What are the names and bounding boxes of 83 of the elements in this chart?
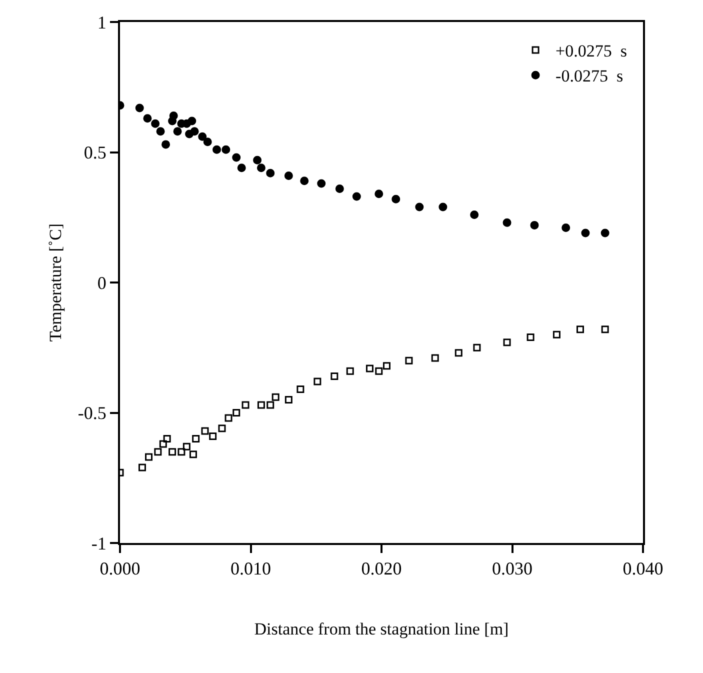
y-tick-label: -1	[91, 533, 106, 554]
x-axis-title: Distance from the stagnation line [m]	[254, 620, 509, 638]
point	[224, 414, 232, 422]
point	[209, 432, 217, 440]
x-tick-label: 0.010	[230, 558, 271, 579]
point	[242, 401, 250, 409]
point	[232, 153, 241, 162]
point	[266, 168, 275, 178]
point	[284, 171, 293, 180]
point	[138, 464, 146, 472]
point	[192, 435, 200, 443]
point	[156, 127, 165, 136]
point	[502, 218, 512, 227]
point	[374, 190, 384, 198]
y-tick-label: 0	[97, 272, 106, 293]
y-axis-title: Temperature [˚C]	[46, 223, 65, 342]
point	[470, 210, 479, 220]
point	[198, 132, 207, 141]
point	[454, 349, 462, 357]
point	[392, 194, 400, 204]
point	[330, 372, 338, 380]
point	[163, 435, 171, 443]
point	[296, 386, 304, 394]
point	[314, 378, 322, 386]
x-tick-label: 0.040	[622, 558, 664, 579]
point	[317, 179, 326, 188]
point	[154, 448, 162, 456]
y-tick-label: 0.5	[84, 142, 106, 163]
point	[438, 202, 448, 212]
point	[168, 448, 176, 456]
point	[212, 145, 222, 154]
point	[188, 116, 196, 126]
point	[352, 192, 361, 201]
legend-label: +0.0275 s	[556, 42, 627, 61]
point	[232, 409, 240, 416]
point	[237, 164, 246, 172]
point	[526, 333, 534, 341]
point	[284, 396, 292, 404]
point	[346, 367, 354, 375]
point	[530, 220, 539, 230]
point	[145, 453, 153, 461]
x-tick-label: 0.030	[492, 558, 532, 579]
point	[473, 344, 481, 352]
point	[189, 450, 197, 458]
legend-label: -0.0275 s	[556, 66, 624, 86]
point	[601, 326, 609, 334]
point	[257, 401, 265, 409]
point	[162, 140, 170, 149]
point	[581, 228, 590, 238]
point	[431, 354, 439, 362]
point	[169, 112, 178, 120]
point	[405, 356, 413, 364]
point	[382, 362, 390, 370]
y-tick-label: -0.5	[78, 403, 106, 424]
point	[552, 330, 560, 338]
point	[366, 364, 374, 372]
point	[222, 145, 230, 154]
point	[143, 114, 152, 123]
point	[562, 224, 570, 232]
point	[415, 202, 424, 212]
point	[335, 184, 344, 193]
point	[173, 127, 182, 136]
point	[201, 427, 209, 435]
point	[272, 393, 280, 401]
point	[182, 442, 190, 450]
point	[300, 176, 309, 186]
x-tick-label: 0.000	[100, 558, 140, 579]
point	[256, 164, 266, 172]
point	[178, 448, 186, 456]
point	[253, 156, 262, 164]
point	[218, 424, 226, 432]
y-tick-label: 1	[97, 12, 106, 32]
point	[159, 440, 167, 448]
point	[151, 119, 160, 128]
point	[576, 326, 584, 334]
point	[503, 338, 511, 346]
x-tick-label: 0.020	[361, 558, 402, 579]
point	[135, 104, 144, 112]
point	[190, 127, 199, 136]
point	[600, 228, 610, 238]
point	[203, 138, 212, 146]
point	[375, 367, 383, 375]
point	[266, 401, 274, 409]
